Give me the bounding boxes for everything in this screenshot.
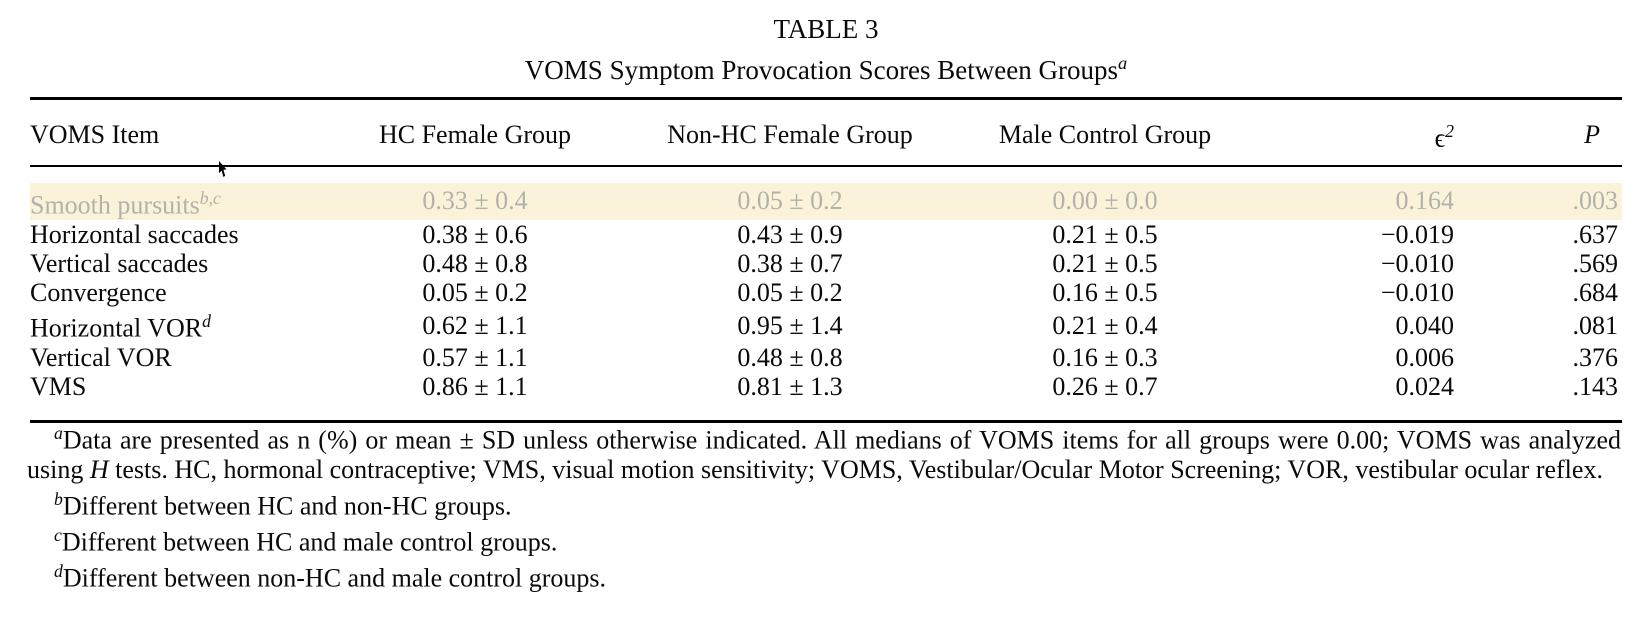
value-cell: 0.57 ± 1.1	[422, 342, 528, 372]
footnote: dDifferent between non-HC and male contr…	[27, 557, 1621, 593]
value-cell: −0.010	[1380, 249, 1454, 279]
value-cell: 0.164	[1250, 182, 1470, 221]
footnotes-section: aData are presented as n (%) or mean ± S…	[27, 419, 1621, 593]
value-cell: .569	[1572, 249, 1619, 279]
table-row[interactable]: VMS 0.86 ± 1.1 0.81 ± 1.3 0.26 ± 0.7 0.024 .1…	[30, 372, 1622, 401]
value-cell: 0.024	[1395, 371, 1455, 401]
table-subtitle: VOMS Symptom Provocation Scores Between …	[0, 46, 1652, 87]
value-cell: .376	[1572, 342, 1619, 372]
column-header-voms-item: VOMS Item	[30, 98, 330, 167]
row-label-cell: Vertical saccades	[30, 249, 330, 278]
row-superscript: b,c	[199, 187, 221, 208]
column-header-p-value: P	[1470, 98, 1622, 167]
value-cell: 0.48 ± 0.8	[737, 342, 843, 372]
row-label: Horizontal VOR	[30, 313, 203, 343]
header-row: VOMS Item HC Female Group Non-HC Female …	[30, 98, 1622, 167]
row-label: Smooth pursuits	[30, 190, 200, 220]
table-caption: TABLE 3 VOMS Symptom Provocation Scores …	[0, 12, 1652, 87]
footnote-text: Different between non-HC and male contro…	[62, 563, 607, 593]
value-cell: −0.010	[1380, 278, 1454, 308]
mouse-cursor-icon	[219, 161, 227, 177]
value-cell: .637	[1572, 220, 1619, 250]
spacer-row	[30, 166, 1622, 183]
column-header-non-hc-female: Non-HC Female Group	[620, 98, 960, 167]
row-label: Vertical saccades	[30, 249, 209, 279]
footnote-text: Data are presented as n (%) or mean ± SD…	[27, 425, 1621, 485]
header-superscript: 2	[1445, 121, 1454, 141]
value-cell: 0.16 ± 0.5	[1052, 278, 1158, 308]
table-title: TABLE 3	[773, 14, 879, 44]
value-cell: 0.81 ± 1.3	[737, 371, 843, 401]
footnote-text: Different between HC and non-HC groups.	[62, 491, 512, 521]
footnote-marker: b	[54, 488, 63, 509]
value-cell: .003	[1470, 182, 1622, 221]
value-cell: 0.86 ± 1.1	[422, 371, 528, 401]
value-cell: 0.05 ± 0.2	[422, 278, 528, 308]
footnote: bDifferent between HC and non-HC groups.	[27, 485, 1621, 521]
footnote-text: H	[89, 455, 109, 485]
row-label-cell: Convergence	[30, 278, 330, 307]
subtitle-superscript: a	[1118, 53, 1128, 73]
footnote-marker: c	[54, 524, 62, 545]
value-cell: .684	[1572, 278, 1619, 308]
value-cell: 0.16 ± 0.3	[1052, 342, 1158, 372]
row-superscript: d	[202, 311, 211, 332]
value-cell: 0.38 ± 0.7	[737, 249, 843, 279]
footnote-marker: a	[54, 423, 63, 443]
value-cell: 0.48 ± 0.8	[422, 249, 528, 279]
row-label: Vertical VOR	[30, 342, 172, 372]
table-row[interactable]: Horizontal VORd 0.62 ± 1.1 0.95 ± 1.4 0.21 …	[30, 307, 1622, 343]
row-label-cell: Horizontal VORd	[30, 307, 330, 343]
value-cell: 0.05 ± 0.2	[620, 182, 960, 221]
value-cell: 0.95 ± 1.4	[737, 310, 843, 340]
table-row[interactable]: Vertical VOR 0.57 ± 1.1 0.48 ± 0.8 0.16 ± 0…	[30, 343, 1622, 372]
value-cell: −0.019	[1380, 220, 1454, 250]
subtitle-text: VOMS Symptom Provocation Scores Between …	[524, 55, 1119, 85]
footnote: cDifferent between HC and male control g…	[27, 521, 1621, 557]
column-header-epsilon-squared: ϵ2	[1250, 98, 1470, 167]
value-cell: 0.006	[1395, 342, 1455, 372]
footnote-text: tests. HC, hormonal contraceptive; VMS, …	[108, 455, 1603, 485]
table-row[interactable]: Vertical saccades 0.48 ± 0.8 0.38 ± 0.7 0.2…	[30, 249, 1622, 278]
footnote-text: Different between HC and male control gr…	[61, 527, 558, 557]
data-table: VOMS Item HC Female Group Non-HC Female …	[30, 97, 1622, 423]
value-cell: 0.21 ± 0.5	[1052, 249, 1158, 279]
table-row[interactable]: Horizontal saccades 0.38 ± 0.6 0.43 ± 0.9 0…	[30, 220, 1622, 249]
value-cell: 0.26 ± 0.7	[1052, 371, 1158, 401]
value-cell: 0.43 ± 0.9	[737, 220, 843, 250]
value-cell: 0.00 ± 0.0	[960, 182, 1250, 221]
value-cell: .081	[1572, 310, 1619, 340]
row-label-cell: Smooth pursuitsb,c	[30, 182, 330, 221]
row-label-cell: Horizontal saccades	[30, 220, 330, 249]
column-header-hc-female: HC Female Group	[330, 98, 620, 167]
footnote-marker: d	[54, 560, 63, 581]
value-cell: 0.05 ± 0.2	[737, 278, 843, 308]
value-cell: 0.33 ± 0.4	[330, 182, 620, 221]
row-label-cell: Vertical VOR	[30, 343, 330, 372]
value-cell: 0.38 ± 0.6	[422, 220, 528, 250]
value-cell: .143	[1572, 371, 1619, 401]
row-label-cell: VMS	[30, 372, 330, 401]
column-header-male-control: Male Control Group	[960, 98, 1250, 167]
table-row[interactable]: Convergence 0.05 ± 0.2 0.05 ± 0.2 0.16 ± 0.…	[30, 278, 1622, 307]
value-cell: 0.21 ± 0.4	[1052, 310, 1158, 340]
value-cell: 0.21 ± 0.5	[1052, 220, 1158, 250]
footnote: aData are presented as n (%) or mean ± S…	[27, 419, 1621, 485]
row-label: Convergence	[30, 278, 167, 308]
value-cell: 0.62 ± 1.1	[422, 310, 528, 340]
table-row[interactable]: Smooth pursuitsb,c 0.33 ± 0.4 0.05 ± 0.2 0.…	[30, 182, 1622, 221]
row-label: VMS	[30, 371, 87, 401]
row-label: Horizontal saccades	[30, 220, 239, 250]
value-cell: 0.040	[1395, 310, 1455, 340]
